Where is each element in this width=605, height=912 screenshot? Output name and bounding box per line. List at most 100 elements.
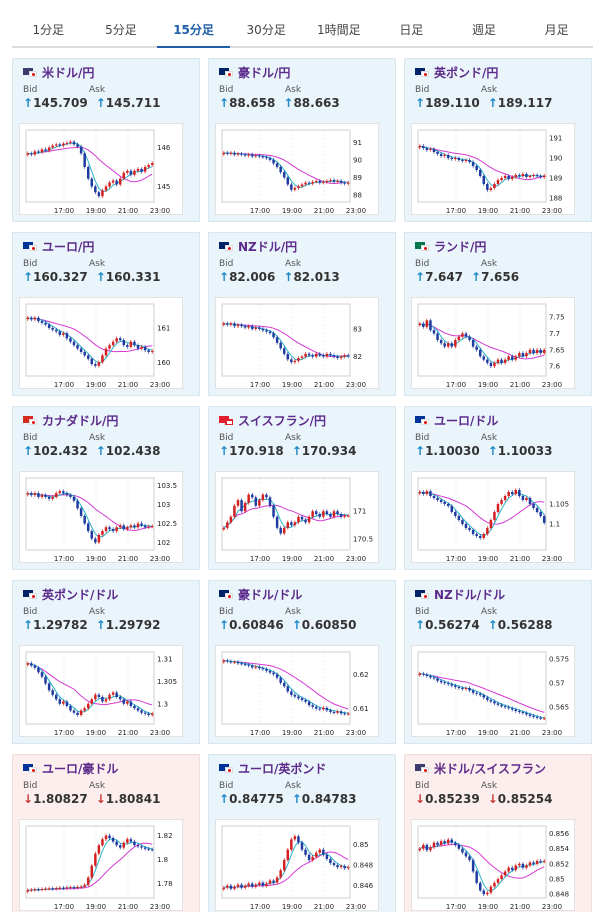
- arrow-up-icon: ↑: [415, 96, 426, 110]
- pair-name[interactable]: 豪ドル/ドル: [238, 587, 303, 602]
- pair-name[interactable]: ランド/円: [434, 239, 487, 254]
- tab-2[interactable]: 15分足: [157, 12, 230, 48]
- x-tick-label: 17:00: [250, 207, 270, 215]
- ask-price: ↑189.117: [487, 96, 553, 110]
- candle-body: [37, 667, 40, 673]
- rate-card[interactable]: 米ドル/円 Bid Ask ↑145.709 ↑145.711 146 145 17:00 19…: [12, 58, 200, 222]
- mini-chart[interactable]: 103.5 103 102.5 102 17:00 19:00 21:00 23:00: [19, 471, 183, 563]
- candle-body: [290, 184, 293, 190]
- mini-chart[interactable]: 1.82 1.8 1.78 17:00 19:00 21:00 23:00: [19, 819, 183, 911]
- bid-label: Bid: [415, 607, 430, 617]
- price-labels: Bid Ask: [217, 781, 387, 791]
- pair-name[interactable]: 米ドル/スイスフラン: [434, 761, 547, 776]
- candle-body: [240, 884, 243, 888]
- x-tick-label: 21:00: [314, 903, 334, 911]
- candle-body: [332, 863, 336, 866]
- arrow-up-icon: ↑: [283, 96, 294, 110]
- tab-6[interactable]: 週足: [472, 23, 497, 37]
- bid-label: Bid: [219, 85, 234, 95]
- mini-chart[interactable]: 1.31 1.305 1.3 17:00 19:00 21:00 23:00: [19, 645, 183, 737]
- pair-name[interactable]: ユーロ/英ポンド: [238, 761, 327, 776]
- card-header: ユーロ/ドル: [413, 407, 583, 433]
- pair-name[interactable]: 英ポンド/円: [434, 65, 499, 80]
- candle-body: [432, 677, 436, 679]
- candle-body: [111, 838, 115, 842]
- candle-body: [44, 676, 47, 684]
- candle-body: [343, 866, 346, 869]
- x-tick-label: 19:00: [478, 381, 498, 389]
- tab-7[interactable]: 月足: [544, 23, 569, 37]
- tab-5[interactable]: 日足: [399, 23, 424, 37]
- card-header: カナダドル/円: [21, 407, 191, 433]
- rate-card[interactable]: 豪ドル/円 Bid Ask ↑88.658 ↑88.663 91 90 89 88 17:00 19…: [208, 58, 396, 222]
- y-tick-label: 189: [549, 175, 562, 183]
- prices: ↑0.84775 ↑0.84783: [217, 792, 387, 806]
- candle-body: [236, 153, 240, 155]
- rate-card[interactable]: 英ポンド/円 Bid Ask ↑189.110 ↑189.117 191 190 189 188…: [404, 58, 592, 222]
- bid-price: ↑102.432: [23, 444, 88, 458]
- candle-body: [54, 888, 58, 890]
- pair-name[interactable]: ユーロ/豪ドル: [42, 761, 119, 776]
- rate-card[interactable]: ランド/円 Bid Ask ↑7.647 ↑7.656 7.75 7.7 7.65 7.6 17:…: [404, 232, 592, 396]
- pair-name[interactable]: カナダドル/円: [42, 413, 119, 428]
- tab-3[interactable]: 30分足: [246, 23, 286, 37]
- pair-name[interactable]: ユーロ/円: [42, 239, 95, 254]
- mini-chart[interactable]: 191 190 189 188 17:00 19:00 21:00 23:00: [411, 123, 575, 215]
- candle-body: [436, 498, 439, 500]
- plot-frame: [25, 303, 155, 377]
- candle-body: [65, 887, 69, 889]
- mini-chart[interactable]: 0.856 0.854 0.852 0.85 0.848 17:00 19:00 21:00 2…: [411, 819, 575, 911]
- tab-0[interactable]: 1分足: [32, 23, 65, 37]
- candle-body: [143, 712, 147, 714]
- rate-card[interactable]: NZドル/ドル Bid Ask ↑0.56274 ↑0.56288 0.575 0.57 0.…: [404, 580, 592, 744]
- candle-body: [339, 180, 343, 183]
- candle-body: [79, 886, 83, 888]
- candle-body: [58, 144, 62, 146]
- pair-name[interactable]: NZドル/円: [238, 239, 298, 254]
- candle-body: [443, 155, 446, 156]
- pair-name[interactable]: スイスフラン/円: [238, 413, 327, 428]
- candle-body: [90, 358, 94, 364]
- pair-name[interactable]: 英ポンド/ドル: [42, 587, 119, 602]
- rate-card[interactable]: 米ドル/スイスフラン Bid Ask ↓0.85239 ↓0.85254 0.856 0.8…: [404, 754, 592, 912]
- candle-body: [37, 317, 40, 322]
- mini-chart[interactable]: 83 82 17:00 19:00 21:00 23:00: [215, 297, 379, 389]
- pair-name[interactable]: 米ドル/円: [42, 65, 95, 80]
- mini-chart[interactable]: 91 90 89 88 17:00 19:00 21:00 23:00: [215, 123, 379, 215]
- candle-body: [30, 493, 33, 496]
- candle-body: [293, 694, 297, 697]
- tab-4[interactable]: 1時間足: [316, 23, 361, 37]
- mini-chart[interactable]: 0.62 0.61 17:00 19:00 21:00 23:00: [215, 645, 379, 737]
- rate-card[interactable]: 英ポンド/ドル Bid Ask ↑1.29782 ↑1.29792 1.31 1.305 1.…: [12, 580, 200, 744]
- mini-chart[interactable]: 161 160 17:00 19:00 21:00 23:00: [19, 297, 183, 389]
- candle-body: [300, 516, 304, 520]
- rate-card[interactable]: ユーロ/円 Bid Ask ↑160.327 ↑160.331 161 160 17:00 19…: [12, 232, 200, 396]
- candle-body: [129, 341, 133, 347]
- rate-card[interactable]: NZドル/円 Bid Ask ↑82.006 ↑82.013 83 82 17:00 19:00…: [208, 232, 396, 396]
- pair-name[interactable]: 豪ドル/円: [238, 65, 291, 80]
- candle-body: [528, 862, 532, 866]
- mini-chart[interactable]: 1.105 1.1 17:00 19:00 21:00 23:00: [411, 471, 575, 563]
- currency-flag-icon: [415, 589, 429, 599]
- mini-chart[interactable]: 146 145 17:00 19:00 21:00 23:00: [19, 123, 183, 215]
- price-labels: Bid Ask: [217, 433, 387, 443]
- rate-card[interactable]: ユーロ/英ポンド Bid Ask ↑0.84775 ↑0.84783 0.85 0.848 0…: [208, 754, 396, 912]
- pair-name[interactable]: ユーロ/ドル: [434, 413, 499, 428]
- mini-chart[interactable]: 171 170.5 17:00 19:00 21:00 23:00: [215, 471, 379, 563]
- rate-card[interactable]: ユーロ/豪ドル Bid Ask ↓1.80827 ↓1.80841 1.82 1.8 1.78…: [12, 754, 200, 912]
- candle-body: [293, 187, 297, 190]
- candle-body: [436, 678, 439, 681]
- mini-chart[interactable]: 0.575 0.57 0.565 17:00 19:00 21:00 23:00: [411, 645, 575, 737]
- candle-body: [446, 839, 450, 844]
- tab-1[interactable]: 5分足: [105, 23, 137, 37]
- pair-name[interactable]: NZドル/ドル: [434, 587, 506, 602]
- y-tick-label: 0.57: [549, 680, 565, 688]
- mini-chart[interactable]: 0.85 0.848 0.846 17:00 19:00 21:00 23:00: [215, 819, 379, 911]
- mini-chart[interactable]: 7.75 7.7 7.65 7.6 17:00 19:00 21:00 23:00: [411, 297, 575, 389]
- rate-card[interactable]: スイスフラン/円 Bid Ask ↑170.918 ↑170.934 171 170.5 17…: [208, 406, 396, 570]
- rate-card[interactable]: ユーロ/ドル Bid Ask ↑1.10030 ↑1.10033 1.105 1.1 17:0…: [404, 406, 592, 570]
- rate-card[interactable]: カナダドル/円 Bid Ask ↑102.432 ↑102.438 103.5 103 102…: [12, 406, 200, 570]
- candle-body: [268, 158, 272, 160]
- candle-body: [339, 514, 343, 517]
- rate-card[interactable]: 豪ドル/ドル Bid Ask ↑0.60846 ↑0.60850 0.62 0.61 17:0…: [208, 580, 396, 744]
